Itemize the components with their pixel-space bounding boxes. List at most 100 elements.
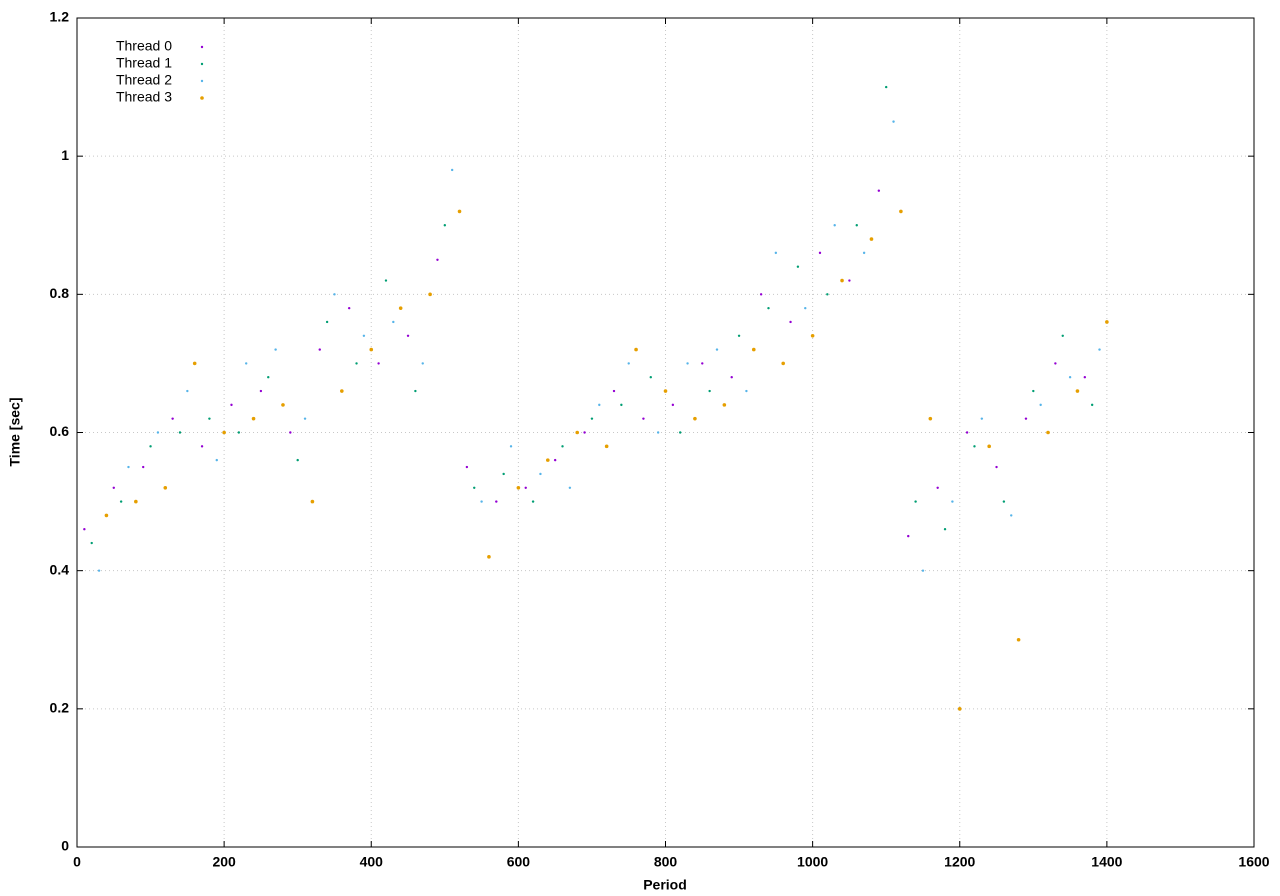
point: [634, 347, 638, 352]
point: [656, 431, 660, 434]
point: [392, 320, 395, 324]
x-tick-label: 400: [360, 854, 384, 870]
point: [928, 416, 933, 421]
point: [1032, 389, 1035, 393]
point: [127, 465, 130, 469]
point: [598, 403, 601, 407]
point: [377, 362, 380, 365]
point: [1083, 376, 1087, 379]
point: [1016, 637, 1021, 642]
point: [561, 445, 564, 448]
y-tick-label: 0.4: [50, 561, 70, 577]
point: [428, 292, 432, 297]
point: [97, 569, 101, 572]
point: [604, 444, 609, 449]
point: [421, 362, 424, 365]
point: [509, 445, 513, 448]
point: [142, 465, 145, 469]
legend-label: Thread 0: [116, 38, 172, 54]
point: [810, 333, 815, 338]
point: [90, 541, 93, 545]
point: [907, 534, 910, 538]
point: [686, 362, 689, 365]
x-tick-label: 600: [507, 854, 531, 870]
legend-marker: [200, 45, 204, 49]
point: [943, 528, 947, 531]
point: [663, 389, 668, 393]
y-tick-label: 1.2: [50, 9, 70, 25]
point: [568, 486, 572, 489]
point: [553, 458, 557, 462]
point: [884, 85, 888, 89]
point: [877, 189, 881, 192]
legend-marker: [200, 96, 204, 100]
point: [237, 431, 241, 434]
point: [620, 403, 623, 407]
point: [465, 465, 469, 469]
point: [818, 251, 822, 255]
point: [1090, 403, 1094, 407]
point: [443, 224, 447, 227]
point: [230, 403, 233, 407]
point: [642, 417, 645, 420]
point: [899, 209, 903, 214]
point: [693, 416, 697, 421]
point: [995, 465, 998, 469]
point: [627, 362, 630, 365]
point: [1061, 334, 1064, 337]
point: [730, 376, 733, 379]
point: [267, 376, 270, 379]
point: [104, 513, 109, 518]
point: [708, 389, 711, 393]
x-axis-label: Period: [643, 877, 687, 893]
point: [973, 445, 976, 448]
point: [134, 499, 138, 504]
y-tick-label: 0.6: [50, 423, 70, 439]
point: [303, 417, 307, 420]
point: [83, 528, 86, 531]
point: [208, 417, 211, 420]
point: [473, 486, 476, 489]
point: [406, 334, 410, 337]
point: [546, 458, 550, 462]
point: [957, 707, 962, 711]
point: [450, 168, 454, 172]
point: [149, 445, 152, 448]
point: [186, 389, 189, 393]
y-tick-label: 1: [61, 147, 69, 163]
point: [325, 320, 329, 324]
point: [333, 293, 336, 296]
point: [671, 403, 675, 407]
point: [244, 362, 248, 365]
point: [539, 472, 542, 476]
point: [612, 389, 616, 393]
point: [1105, 320, 1109, 324]
point: [575, 430, 580, 435]
point: [259, 389, 263, 393]
point: [414, 389, 417, 393]
point: [1039, 403, 1042, 407]
y-tick-label: 0: [61, 838, 69, 854]
point: [1075, 389, 1080, 393]
legend-marker: [200, 79, 204, 83]
point: [163, 485, 168, 490]
x-tick-label: 0: [73, 854, 81, 870]
point: [369, 347, 374, 352]
point: [436, 258, 439, 261]
point: [355, 362, 358, 365]
point: [310, 499, 315, 504]
y-tick-label: 0.2: [50, 700, 70, 716]
point: [774, 251, 778, 255]
point: [833, 224, 836, 227]
point: [781, 361, 785, 366]
point: [1010, 514, 1013, 517]
point: [1098, 348, 1101, 351]
point: [480, 500, 483, 503]
point: [200, 445, 204, 448]
legend-label: Thread 3: [116, 89, 172, 105]
point: [502, 472, 505, 476]
point: [869, 237, 874, 241]
point: [251, 416, 256, 421]
point: [457, 209, 462, 214]
point: [296, 458, 299, 462]
